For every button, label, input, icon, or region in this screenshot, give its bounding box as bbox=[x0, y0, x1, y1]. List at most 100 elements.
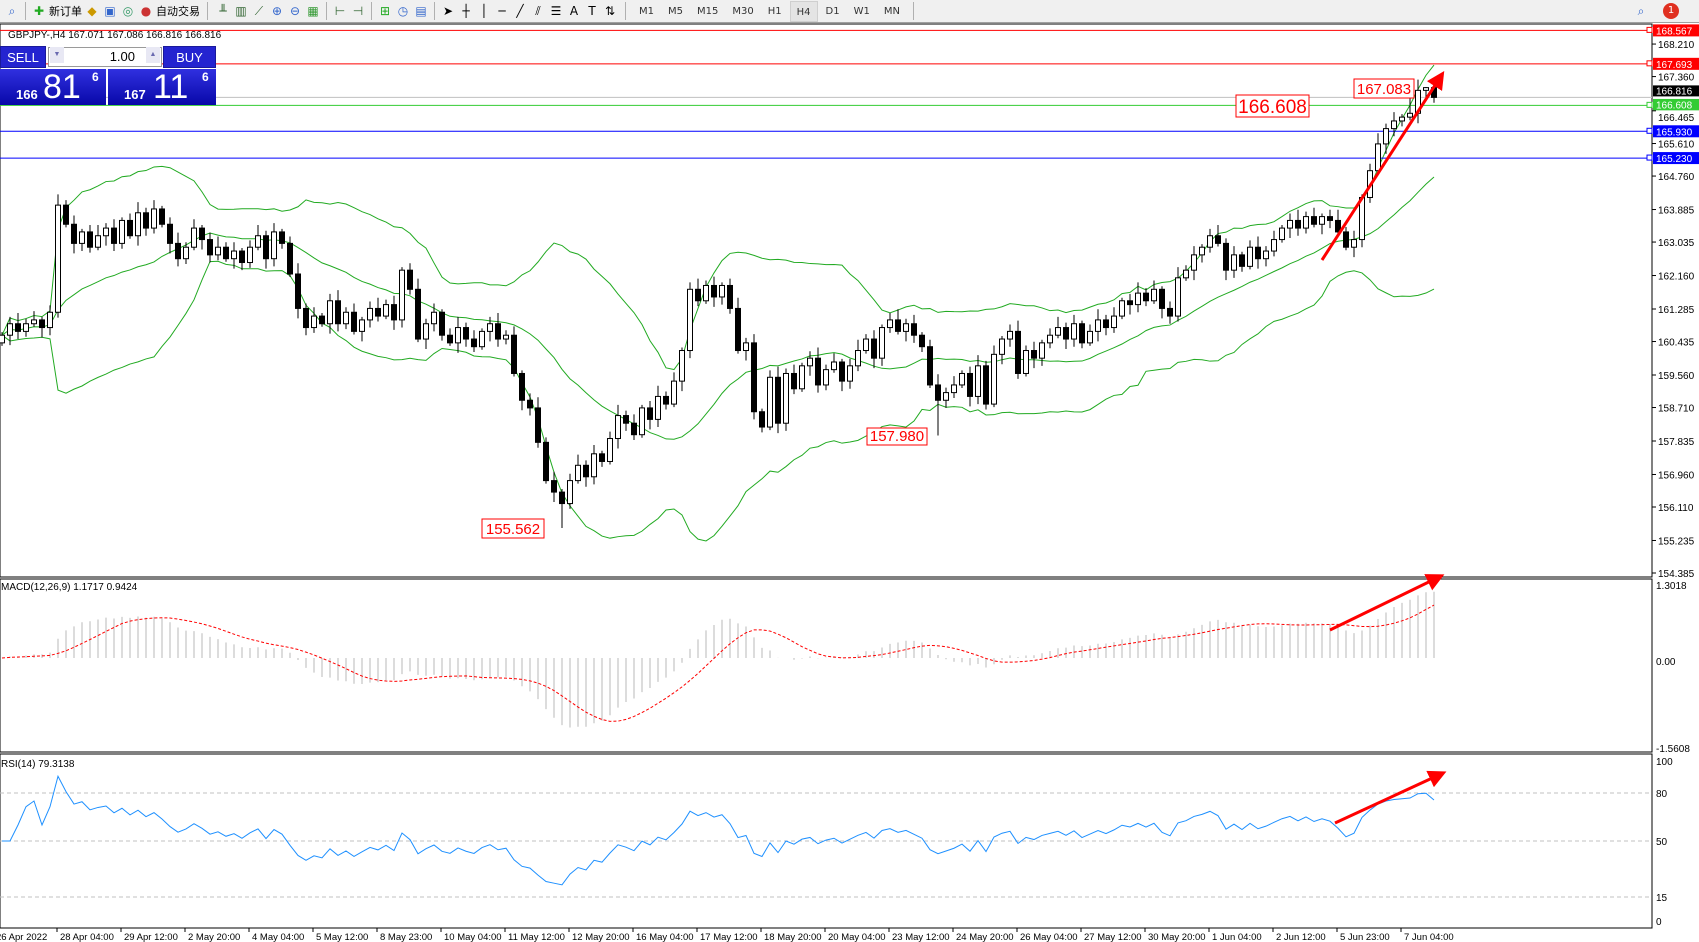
indicators-icon[interactable]: ⊞ bbox=[379, 4, 391, 18]
timeframe-h4[interactable]: H4 bbox=[789, 0, 818, 22]
search-icon[interactable]: ⌕ bbox=[8, 4, 16, 18]
candle bbox=[15, 313, 21, 340]
volume-increase-button[interactable]: ▲ bbox=[146, 47, 160, 63]
price-axis-label: 156.960 bbox=[1658, 470, 1695, 481]
crosshair-icon[interactable]: ┼ bbox=[462, 4, 470, 18]
price-annotation[interactable]: 166.608 bbox=[1238, 97, 1307, 118]
candlestick-icon[interactable]: ▥ bbox=[235, 4, 247, 18]
equidistant-channel-icon[interactable]: ⫽ bbox=[535, 4, 541, 18]
fibonacci-icon[interactable]: ☰ bbox=[550, 4, 562, 18]
text-label-icon[interactable]: T bbox=[588, 4, 596, 18]
auto-trading-button[interactable]: 自动交易 bbox=[156, 5, 200, 18]
candle bbox=[263, 230, 269, 269]
sell-button[interactable]: SELL bbox=[0, 46, 46, 68]
candle bbox=[31, 311, 37, 327]
date-axis-label: 12 May 20:00 bbox=[572, 932, 630, 942]
text-icon[interactable]: A bbox=[569, 4, 579, 18]
timeframe-m30[interactable]: M30 bbox=[732, 5, 754, 17]
candle bbox=[319, 313, 325, 327]
notifications-badge[interactable]: 1 bbox=[1663, 3, 1679, 19]
chart-header: GBPJPY-,H4 167.071 167.086 166.816 166.8… bbox=[8, 30, 222, 41]
price-tag-label: 167.693 bbox=[1656, 60, 1693, 71]
sell-price[interactable]: 166 81 6 bbox=[0, 69, 106, 105]
auto-trading-icon[interactable]: ● bbox=[140, 4, 152, 18]
volume-input[interactable]: 1.00 bbox=[48, 47, 162, 67]
timeframe-w1[interactable]: W1 bbox=[853, 5, 870, 17]
candle bbox=[855, 339, 861, 372]
new-order-icon[interactable]: ✚ bbox=[33, 4, 45, 18]
timeframe-m5[interactable]: M5 bbox=[668, 5, 683, 17]
price-annotation[interactable]: 167.083 bbox=[1357, 81, 1411, 98]
candle bbox=[471, 330, 477, 353]
candle bbox=[439, 309, 445, 341]
candle bbox=[167, 217, 173, 254]
candles bbox=[0, 78, 1437, 528]
buy-price[interactable]: 167 11 6 bbox=[108, 69, 216, 105]
buy-price-big: 167 bbox=[124, 87, 146, 102]
cursor-icon[interactable]: ➤ bbox=[442, 4, 454, 18]
search-icon[interactable]: ⌕ bbox=[1637, 4, 1645, 18]
candle bbox=[735, 297, 741, 354]
candle bbox=[759, 408, 765, 433]
candle bbox=[719, 282, 725, 305]
macd-frame bbox=[0, 578, 1653, 753]
price-annotation[interactable]: 155.562 bbox=[486, 521, 540, 538]
market-watch-icon[interactable]: ◆ bbox=[87, 4, 97, 18]
data-window-icon[interactable]: ▣ bbox=[104, 4, 116, 18]
macd-panel bbox=[1, 591, 1435, 728]
timeframe-h1[interactable]: H1 bbox=[767, 5, 782, 17]
rsi-label: RSI(14) 79.3138 bbox=[1, 759, 75, 770]
buy-button[interactable]: BUY bbox=[163, 46, 216, 68]
periods-icon[interactable]: ◷ bbox=[397, 4, 409, 18]
zoom-out-icon[interactable]: ⊖ bbox=[289, 4, 301, 18]
candle bbox=[1111, 307, 1117, 333]
candle bbox=[847, 358, 853, 389]
trend-arrow[interactable] bbox=[1329, 574, 1445, 632]
autoscroll-icon[interactable]: ⊣ bbox=[352, 4, 364, 18]
rsi-axis-label: 80 bbox=[1656, 789, 1668, 800]
chart-shift-icon[interactable]: ⊢ bbox=[334, 4, 346, 18]
line-chart-icon[interactable]: ⟋ bbox=[254, 4, 264, 18]
candle bbox=[207, 232, 213, 263]
tile-windows-icon[interactable]: ▦ bbox=[307, 4, 319, 18]
rsi-axis-label: 0 bbox=[1656, 917, 1662, 928]
bollinger-lower-line bbox=[1, 260, 1435, 542]
candle bbox=[279, 228, 285, 249]
rsi-line bbox=[2, 774, 1435, 886]
timeframe-d1[interactable]: D1 bbox=[825, 5, 840, 17]
vertical-line-icon[interactable]: │ bbox=[480, 4, 488, 18]
bar-chart-icon[interactable]: ╨ bbox=[219, 4, 227, 18]
candle bbox=[1287, 213, 1293, 239]
date-axis-label: 18 May 20:00 bbox=[764, 932, 822, 942]
date-axis-label: 23 May 12:00 bbox=[892, 932, 950, 942]
candle bbox=[1311, 207, 1317, 228]
trend-arrow[interactable] bbox=[1334, 770, 1447, 825]
horizontal-line-icon[interactable]: ─ bbox=[498, 4, 506, 18]
price-annotation[interactable]: 157.980 bbox=[870, 428, 924, 445]
candle bbox=[527, 393, 533, 416]
candle bbox=[1087, 324, 1093, 346]
zoom-in-icon[interactable]: ⊕ bbox=[271, 4, 283, 18]
timeframe-m1[interactable]: M1 bbox=[639, 5, 654, 17]
signals-icon[interactable]: ◎ bbox=[122, 4, 134, 18]
timeframe-m15[interactable]: M15 bbox=[697, 5, 719, 17]
candle bbox=[935, 374, 941, 436]
candle bbox=[247, 240, 253, 268]
bollinger-middle-line bbox=[1, 176, 1435, 440]
new-order-button[interactable]: 新订单 bbox=[49, 5, 82, 18]
volume-decrease-button[interactable]: ▼ bbox=[50, 47, 64, 63]
candle bbox=[215, 236, 221, 261]
trendline-icon[interactable]: ╱ bbox=[516, 4, 524, 18]
price-axis-label: 159.560 bbox=[1658, 371, 1695, 382]
candle bbox=[1271, 230, 1277, 257]
candle bbox=[615, 404, 621, 449]
one-click-trading-panel: SELL 1.00 ▼ ▲ BUY 166 81 6 167 11 6 bbox=[0, 46, 216, 105]
templates-icon[interactable]: ▤ bbox=[415, 4, 427, 18]
price-axis-label: 160.435 bbox=[1658, 338, 1695, 349]
trend-arrow[interactable] bbox=[1320, 70, 1445, 261]
arrows-icon[interactable]: ⇅ bbox=[604, 4, 616, 18]
candle bbox=[887, 313, 893, 333]
timeframe-mn[interactable]: MN bbox=[883, 5, 900, 17]
price-axis-label: 165.610 bbox=[1658, 140, 1695, 151]
